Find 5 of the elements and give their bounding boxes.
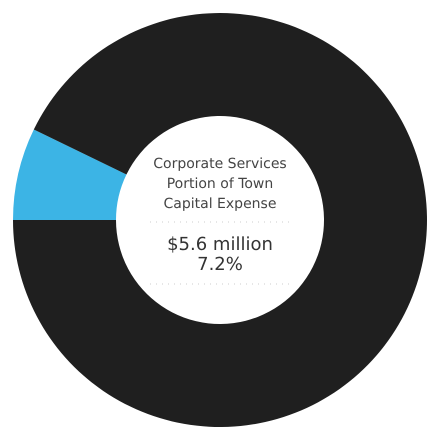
donut-slice — [13, 130, 126, 220]
donut-slice — [13, 13, 427, 427]
text: Corporate Services Portion of Town Capital Expense — [153, 156, 287, 212]
text: $5.6 million — [167, 234, 273, 255]
text: 7.2% — [197, 254, 243, 275]
